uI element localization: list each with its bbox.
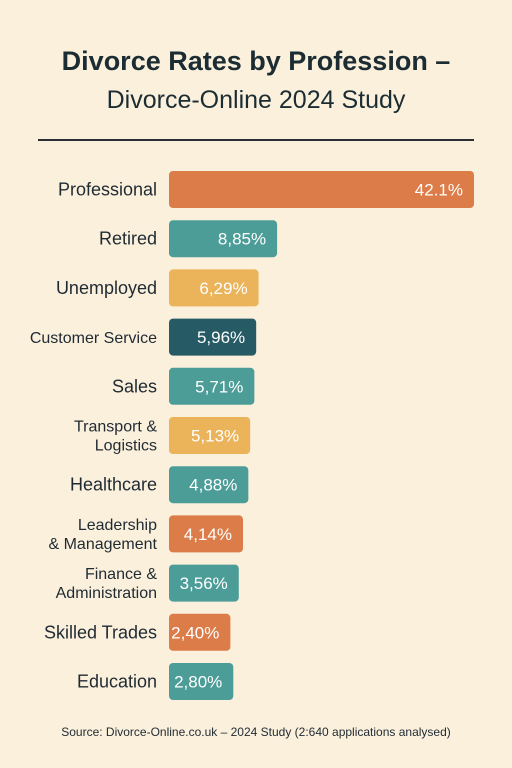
data-label-1: 8,85% [218,230,266,249]
category-label-9: Skilled Trades [44,622,157,642]
bar-1 [169,220,278,258]
data-label-10: 2,80% [174,673,222,692]
category-label-8: Finance & Administration [56,566,158,602]
data-label-0: 42.1% [415,181,463,200]
bar-5 [169,417,251,454]
category-label-1: Retired [99,229,157,249]
category-label-5: Transport & Logistics [74,419,157,455]
category-label-7: Leadership & Management [48,517,157,553]
bar-3 [169,318,257,356]
bar-4 [169,367,255,405]
data-label-4: 5,71% [195,377,243,396]
chart-title: Divorce Rates by Profession – [61,46,451,76]
chart-subtitle: Divorce-Online 2024 Study [106,86,406,114]
bar-9 [169,613,231,651]
data-label-7: 4,14% [184,525,232,544]
category-label-3: Customer Service [30,330,157,347]
category-label-2: Unemployed [56,278,157,298]
category-label-6: Healthcare [70,475,157,495]
category-label-4: Sales [112,376,157,396]
bar-8 [169,564,239,602]
data-label-5: 5,13% [191,427,239,446]
data-label-6: 4,88% [189,476,237,495]
data-label-8: 3,56% [180,574,228,593]
bar-2 [169,269,259,307]
bar-7 [169,515,243,553]
category-label-0: Professional [58,180,157,200]
data-label-3: 5,96% [197,328,245,347]
data-label-9: 2,40% [171,623,219,642]
bar-10 [169,663,234,700]
bar-6 [169,466,249,504]
source-note: Source: Divorce-Online.co.uk – 2024 Stud… [61,725,451,739]
bar-0 [169,171,474,208]
category-label-10: Education [77,672,157,692]
title-divider [38,139,474,141]
data-label-2: 6,29% [199,279,247,298]
